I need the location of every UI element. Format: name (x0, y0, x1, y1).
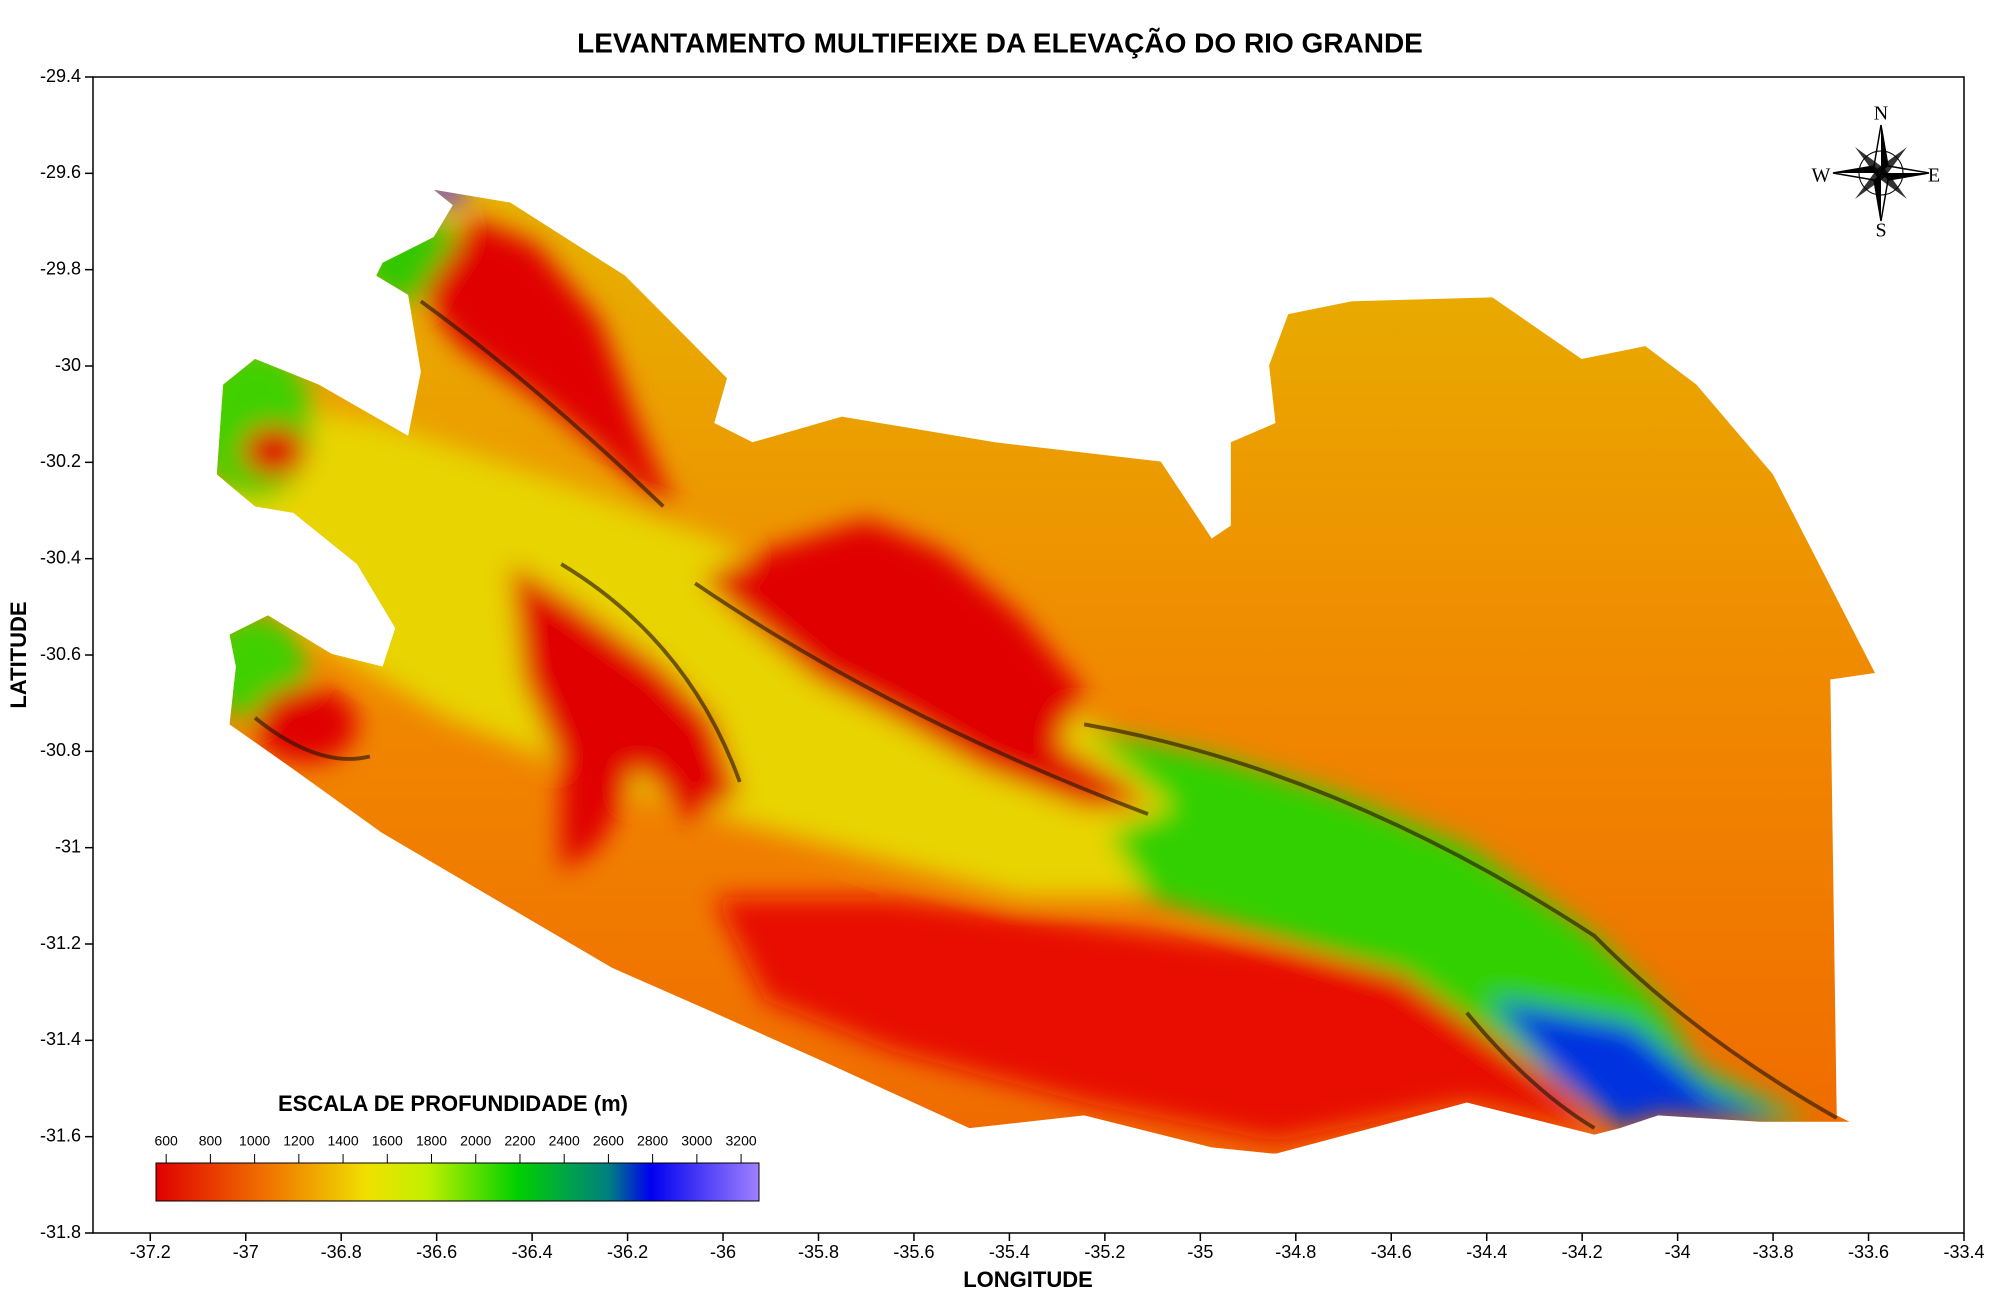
x-tick-label: -34.8 (1275, 1242, 1316, 1262)
colorbar-tick-label: 2800 (637, 1133, 668, 1149)
colorbar-tick-label: 800 (199, 1133, 223, 1149)
compass-star (1855, 147, 1907, 199)
depth-summit (510, 564, 740, 872)
compass-star (1881, 173, 1929, 180)
x-tick-label: -34.6 (1371, 1242, 1412, 1262)
y-axis-label: LATITUDE (6, 601, 31, 708)
x-tick-label: -37 (233, 1242, 259, 1262)
compass-east: E (1928, 165, 1940, 187)
x-tick-label: -36 (710, 1242, 736, 1262)
depth-summit (701, 519, 1148, 808)
compass-rose (1832, 124, 1930, 222)
x-tick-label: -35.6 (893, 1242, 934, 1262)
x-tick-label: -36.2 (607, 1242, 648, 1262)
compass-star (1874, 173, 1881, 221)
colorbar-tick-label: 600 (154, 1133, 178, 1149)
compass-star (1881, 125, 1888, 173)
x-tick-label: -33.6 (1848, 1242, 1889, 1262)
depth-summit (255, 685, 358, 763)
x-tick-label: -37.2 (130, 1242, 171, 1262)
y-tick-label: -30.8 (40, 740, 81, 760)
colorbar-tick-label: 2400 (549, 1133, 580, 1149)
x-tick-label: -35.4 (989, 1242, 1030, 1262)
y-tick-label: -29.6 (40, 162, 81, 182)
x-tick-label: -34.2 (1562, 1242, 1603, 1262)
y-tick-label: -30 (55, 355, 81, 375)
y-tick-label: -30.2 (40, 451, 81, 471)
y-tick-label: -30.6 (40, 644, 81, 664)
escarpments (253, 299, 1838, 1130)
colorbar-tick-label: 2000 (460, 1133, 491, 1149)
x-axis-label: LONGITUDE (963, 1267, 1093, 1292)
y-tick-label: -31.8 (40, 1222, 81, 1242)
colorbar-tick-label: 2200 (504, 1133, 535, 1149)
colorbar-tick-label: 3000 (681, 1133, 712, 1149)
colorbar-tick-label: 1800 (416, 1133, 447, 1149)
x-tick-label: -34 (1665, 1242, 1691, 1262)
x-tick-label: -33.4 (1943, 1242, 1984, 1262)
y-tick-label: -31.2 (40, 933, 81, 953)
y-tick-label: -31 (55, 836, 81, 856)
x-tick-label: -36.4 (512, 1242, 553, 1262)
colorbar-tick-label: 1400 (327, 1133, 358, 1149)
map-title: LEVANTAMENTO MULTIFEIXE DA ELEVAÇÃO DO R… (577, 27, 1423, 58)
compass-north: N (1874, 103, 1888, 125)
y-tick-label: -29.8 (40, 258, 81, 278)
colorbar-title: ESCALA DE PROFUNDIDADE (m) (278, 1091, 628, 1116)
x-tick-label: -35 (1187, 1242, 1213, 1262)
depth-summit (242, 425, 307, 477)
depth-summit (714, 897, 1595, 1141)
compass-south: S (1875, 220, 1886, 242)
depth-channel-deep (1492, 999, 1786, 1129)
depth-plateau (223, 397, 1212, 898)
x-tick-label: -35.2 (1084, 1242, 1125, 1262)
colorbar-tick-label: 2600 (593, 1133, 624, 1149)
y-tick-label: -31.6 (40, 1125, 81, 1145)
colorbar-tick-label: 3200 (726, 1133, 757, 1149)
y-tick-label: -30.4 (40, 547, 81, 567)
y-tick-label: -31.4 (40, 1029, 81, 1049)
colorbar (155, 1162, 760, 1202)
colorbar-tick-label: 1600 (372, 1133, 403, 1149)
colorbar-tick-label: 1000 (239, 1133, 270, 1149)
x-tick-label: -35.8 (798, 1242, 839, 1262)
x-tick-label: -36.8 (321, 1242, 362, 1262)
compass-west: W (1812, 165, 1831, 187)
x-tick-label: -36.6 (416, 1242, 457, 1262)
depth-summit (420, 217, 677, 513)
x-tick-label: -33.8 (1753, 1242, 1794, 1262)
compass-star (1833, 166, 1881, 173)
y-tick-label: -29.4 (40, 66, 81, 86)
colorbar-tick-label: 1200 (283, 1133, 314, 1149)
x-tick-label: -34.4 (1466, 1242, 1507, 1262)
compass-ring (1858, 150, 1904, 196)
